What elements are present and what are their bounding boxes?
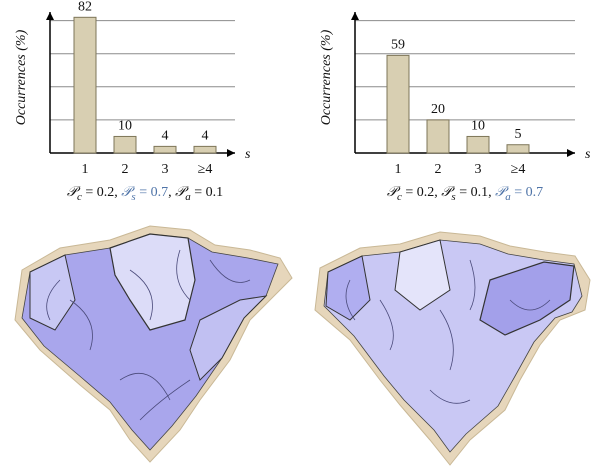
- bar: [153, 145, 177, 154]
- caption-subscript: s: [131, 191, 135, 203]
- x-tick-label: 3: [475, 162, 482, 177]
- caption-text: = 0.7: [136, 185, 168, 200]
- caption: 𝒫c = 0.2, 𝒫s = 0.7, 𝒫a = 0.1: [67, 185, 223, 202]
- region: [479, 261, 575, 336]
- stream: [345, 259, 551, 404]
- bar: [386, 54, 410, 154]
- value-label: 20: [431, 102, 445, 117]
- caption-subscript: c: [397, 191, 402, 203]
- value-label: 4: [202, 129, 209, 144]
- bar: [73, 16, 97, 154]
- caption-subscript: c: [77, 191, 82, 203]
- x-axis-label: s: [585, 147, 591, 162]
- stream: [46, 249, 251, 421]
- caption-text: = 0.2,: [82, 185, 121, 200]
- caption-text: = 0.7: [511, 185, 543, 200]
- x-arrow: [567, 149, 575, 157]
- caption-text: = 0.1,: [456, 185, 495, 200]
- region: [109, 233, 196, 331]
- bar: [113, 135, 137, 154]
- x-tick-label: ≥4: [198, 162, 213, 177]
- value-label: 10: [118, 119, 132, 134]
- bar: [506, 144, 530, 154]
- x-tick-label: 2: [122, 162, 129, 177]
- value-label: 5: [515, 127, 522, 142]
- caption: 𝒫c = 0.2, 𝒫s = 0.1, 𝒫a = 0.7: [387, 185, 543, 202]
- caption-text: ,: [168, 185, 175, 200]
- x-tick-label: 1: [395, 162, 402, 177]
- region: [394, 239, 451, 311]
- value-label: 4: [162, 129, 169, 144]
- x-tick-label: 3: [162, 162, 169, 177]
- value-label: 59: [391, 38, 405, 53]
- y-arrow: [46, 12, 54, 20]
- y-arrow: [351, 12, 359, 20]
- y-axis-label: Occurrences (%): [14, 29, 29, 125]
- value-label: 10: [471, 119, 485, 134]
- bar: [193, 145, 217, 154]
- region: [189, 295, 268, 381]
- caption-subscript: s: [451, 191, 455, 203]
- x-axis-label: s: [245, 147, 251, 162]
- x-arrow: [227, 149, 235, 157]
- y-axis-label: Occurrences (%): [319, 29, 334, 125]
- value-label: 82: [78, 0, 92, 15]
- caption-subscript: a: [185, 191, 191, 203]
- caption-subscript: a: [505, 191, 511, 203]
- x-tick-label: 1: [82, 162, 89, 177]
- map-right: [314, 231, 591, 466]
- region: [325, 255, 371, 321]
- x-tick-label: ≥4: [511, 162, 526, 177]
- caption-text: = 0.1: [191, 185, 223, 200]
- bar: [426, 119, 450, 154]
- region: [29, 254, 76, 331]
- x-tick-label: 2: [435, 162, 442, 177]
- bar: [466, 135, 490, 154]
- caption-text: = 0.2,: [402, 185, 441, 200]
- map-left: [14, 225, 293, 463]
